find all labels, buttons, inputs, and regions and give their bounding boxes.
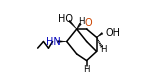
Text: HN: HN: [46, 37, 61, 46]
Text: H: H: [100, 45, 106, 54]
Text: HO: HO: [58, 14, 73, 24]
Text: O: O: [84, 18, 92, 28]
Text: H: H: [78, 17, 85, 26]
Text: H: H: [83, 65, 90, 74]
Polygon shape: [58, 41, 67, 42]
Polygon shape: [97, 32, 103, 37]
Polygon shape: [69, 20, 77, 29]
Text: OH: OH: [106, 28, 121, 38]
